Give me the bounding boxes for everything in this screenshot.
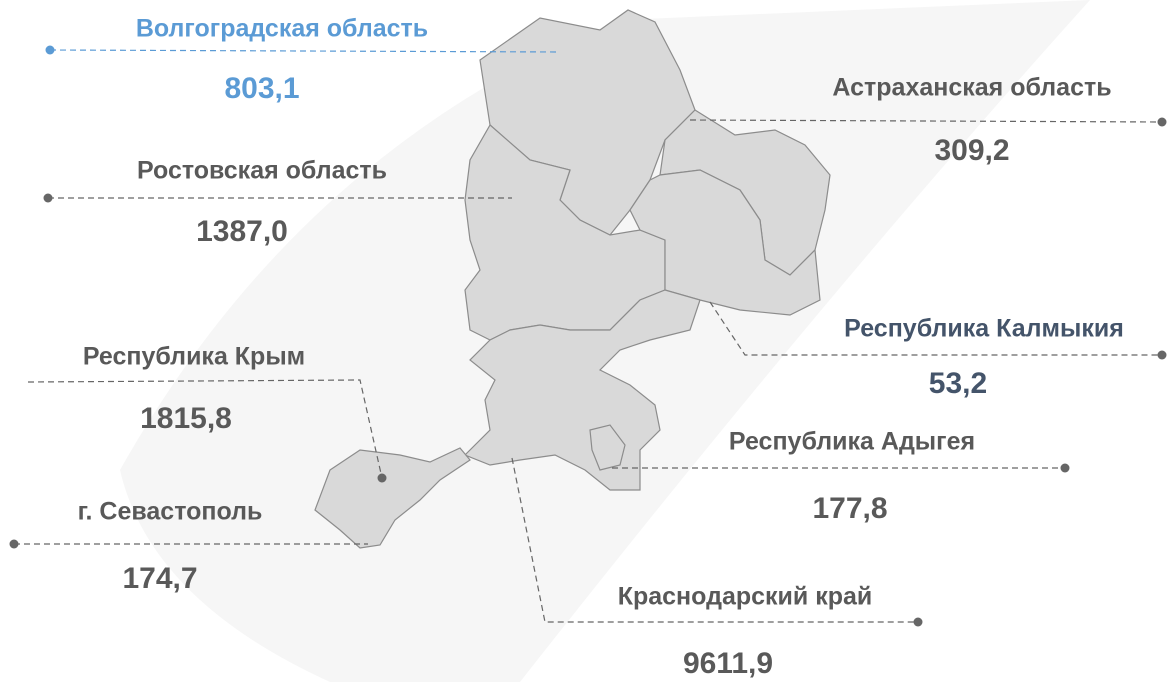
leader-line [709,301,1162,356]
region-value: 177,8 [812,492,887,525]
region-name: Краснодарский край [618,583,873,611]
leader-line [49,49,561,53]
leader-dot [9,539,19,549]
region-name: Республика Адыгея [729,428,975,456]
region-value: 803,1 [224,72,299,105]
region-name: Республика Крым [83,343,305,371]
leader-line [689,119,1163,123]
region-name: Республика Калмыкия [844,315,1124,343]
leader-dot [1060,463,1070,473]
leader-line [27,379,383,479]
kalmykia-region [629,169,821,316]
leader-line [511,457,918,623]
region-value: 1815,8 [140,402,232,435]
leader-dot [45,45,55,55]
region-value: 9611,9 [683,647,773,680]
region-name: Волгоградская область [136,15,428,43]
regions-map [314,9,831,549]
region-name: г. Севастополь [78,498,263,526]
region-value: 1387,0 [196,215,288,248]
adygea-region [589,424,626,471]
leader-dot [377,473,387,483]
region-name: Ростовская область [137,157,387,185]
leader-dot [913,617,923,627]
region-value: 53,2 [929,367,987,400]
leader-dot [1157,350,1167,360]
region-name: Астраханская область [832,74,1111,102]
region-value: 174,7 [122,562,197,595]
leader-dot [1157,117,1167,127]
leader-dot [43,193,53,203]
region-value: 309,2 [934,134,1009,167]
crimea-region [314,447,471,549]
krasnodar-region [463,289,701,491]
